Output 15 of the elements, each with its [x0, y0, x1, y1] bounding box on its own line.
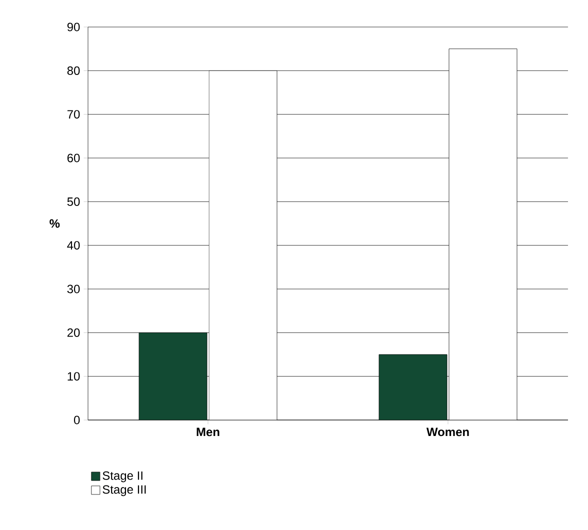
x-tick-label: Men [196, 428, 220, 436]
y-tick-label: 50 [67, 197, 80, 206]
y-tick-label: 70 [67, 110, 80, 119]
y-axis-title: % [50, 219, 60, 228]
x-tick-label: Women [426, 428, 469, 436]
y-tick-label: 80 [67, 66, 80, 75]
y-tick-label: 10 [68, 372, 80, 381]
y-tick-label: 90 [67, 22, 80, 32]
y-tick-label: 20 [67, 328, 80, 337]
y-tick-label: 0 [74, 416, 80, 424]
y-tick-label: 30 [67, 284, 80, 294]
legend-label: Stage III [102, 485, 146, 496]
y-tick-label: 60 [67, 154, 80, 162]
legend-label: Stage II [102, 471, 142, 482]
y-tick-label: 40 [67, 241, 80, 250]
